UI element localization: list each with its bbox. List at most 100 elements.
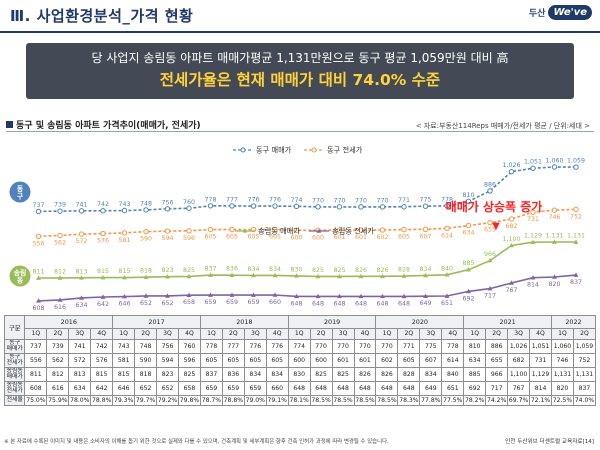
data-point bbox=[487, 257, 493, 263]
table-cell: 837 bbox=[572, 380, 597, 396]
data-point bbox=[551, 164, 558, 170]
data-point bbox=[337, 273, 342, 279]
table-cell: 605 bbox=[265, 352, 289, 368]
data-label: 820 bbox=[548, 281, 560, 288]
data-label: 556 bbox=[32, 240, 44, 247]
data-label: 652 bbox=[140, 300, 152, 307]
data-label: 741 bbox=[75, 201, 87, 208]
page-title: Ⅲ. 사업환경분석_가격 현황 bbox=[10, 7, 194, 25]
table-cell: 79.2% bbox=[156, 394, 179, 406]
data-label: 770 bbox=[355, 197, 367, 204]
data-point bbox=[208, 272, 213, 277]
data-point bbox=[186, 273, 192, 279]
data-point bbox=[530, 165, 536, 171]
data-label: 815 bbox=[97, 268, 109, 275]
table-cell: 731 bbox=[529, 352, 552, 368]
table-cell: 649 bbox=[419, 380, 443, 396]
data-point bbox=[487, 188, 493, 194]
data-point bbox=[143, 274, 149, 280]
data-label: 605 bbox=[204, 234, 216, 241]
data-point bbox=[100, 274, 106, 280]
data-point bbox=[186, 205, 192, 211]
data-point bbox=[57, 208, 63, 214]
data-label: 770 bbox=[312, 197, 324, 204]
quarter-header-cell: 4Q bbox=[441, 328, 465, 340]
data-label: 660 bbox=[269, 299, 281, 306]
table-cell: 811 bbox=[24, 366, 48, 382]
data-label: 731 bbox=[527, 216, 539, 223]
data-label: 828 bbox=[398, 267, 410, 274]
table-cell: 72.1% bbox=[529, 394, 552, 406]
data-point bbox=[272, 226, 278, 233]
data-label: 562 bbox=[54, 239, 66, 246]
footer-disclaimer: ※ 본 자료에 수록된 이미지 및 내용은 소비자의 이해를 돕기 위한 것으로… bbox=[4, 439, 389, 445]
data-point bbox=[122, 274, 127, 280]
row-label-line: 동구 bbox=[9, 339, 21, 346]
data-point bbox=[186, 292, 192, 298]
data-point bbox=[444, 203, 450, 209]
table-cell: 600 bbox=[309, 352, 333, 368]
data-label: 648 bbox=[398, 300, 410, 307]
row-label-line: 송림동 bbox=[6, 381, 23, 388]
data-label: 770 bbox=[333, 197, 345, 204]
panel-badge-label: 구 bbox=[17, 193, 24, 201]
data-label: 814 bbox=[527, 282, 539, 289]
table-cell: 78.1% bbox=[287, 394, 311, 406]
data-point bbox=[272, 272, 278, 278]
table-cell: 834 bbox=[265, 366, 289, 382]
data-label: 767 bbox=[505, 287, 517, 294]
data-point bbox=[100, 294, 106, 299]
table-cell: 646 bbox=[112, 380, 136, 396]
row-label-cell: 전세율 bbox=[3, 394, 26, 406]
table-cell: 75.0% bbox=[24, 394, 48, 406]
data-label: 778 bbox=[204, 196, 216, 203]
table-cell: 74.0% bbox=[572, 394, 597, 406]
table-cell: 556 bbox=[24, 352, 48, 368]
table-cell: 760 bbox=[177, 338, 201, 354]
table-cell: 79.3% bbox=[112, 394, 136, 406]
data-label: 966 bbox=[484, 251, 496, 258]
data-point bbox=[509, 280, 514, 285]
data-label: 605 bbox=[226, 234, 238, 241]
table-cell: 815 bbox=[112, 366, 136, 382]
quarter-header-cell: 1Q bbox=[375, 328, 399, 340]
table-cell: 69.7% bbox=[507, 394, 531, 406]
table-cell: 748 bbox=[134, 338, 158, 354]
data-point bbox=[78, 231, 85, 237]
legend-label: 동구 매매가 bbox=[256, 146, 292, 155]
table-cell: 820 bbox=[551, 380, 574, 396]
year-header-cell: 2020 bbox=[375, 315, 465, 329]
quarter-header-row: 1Q 2Q 3Q 4Q 1Q 2Q 3Q 4Q 1Q 2Q 3Q 4Q 1Q 2Q 3Q 4Q 1Q 2Q 3Q 4Q… bbox=[5, 328, 597, 340]
data-point bbox=[508, 216, 515, 222]
data-point bbox=[423, 272, 428, 278]
table-cell: 743 bbox=[112, 338, 136, 354]
data-label: 774 bbox=[290, 197, 302, 204]
data-label: 607 bbox=[419, 233, 431, 240]
table-cell: 590 bbox=[134, 352, 158, 368]
table-cell: 834 bbox=[243, 366, 267, 382]
table-cell: 739 bbox=[46, 338, 70, 354]
data-label: 826 bbox=[376, 267, 388, 274]
data-label: 1,100 bbox=[502, 236, 520, 243]
data-point bbox=[57, 275, 63, 280]
data-label: 659 bbox=[204, 299, 216, 306]
table-cell: 659 bbox=[199, 380, 223, 396]
footer-page-label: 인천 두산위브 더센트럴 교육자료[14] bbox=[505, 439, 594, 445]
data-point bbox=[293, 227, 300, 233]
data-point bbox=[423, 293, 428, 299]
table-cell: 1,131 bbox=[551, 366, 574, 382]
data-point bbox=[35, 233, 42, 240]
table-cell: 572 bbox=[68, 352, 92, 368]
year-header-cell: 2018 bbox=[199, 315, 289, 329]
data-point bbox=[358, 273, 364, 279]
data-label: 840 bbox=[441, 265, 453, 272]
data-label: 682 bbox=[505, 223, 517, 230]
data-point bbox=[229, 272, 235, 277]
data-point bbox=[165, 274, 170, 279]
table-cell: 840 bbox=[441, 366, 465, 382]
table-cell: 837 bbox=[199, 366, 223, 382]
section-marker-icon bbox=[6, 121, 13, 128]
data-label: 737 bbox=[32, 202, 44, 209]
data-point bbox=[79, 295, 84, 300]
